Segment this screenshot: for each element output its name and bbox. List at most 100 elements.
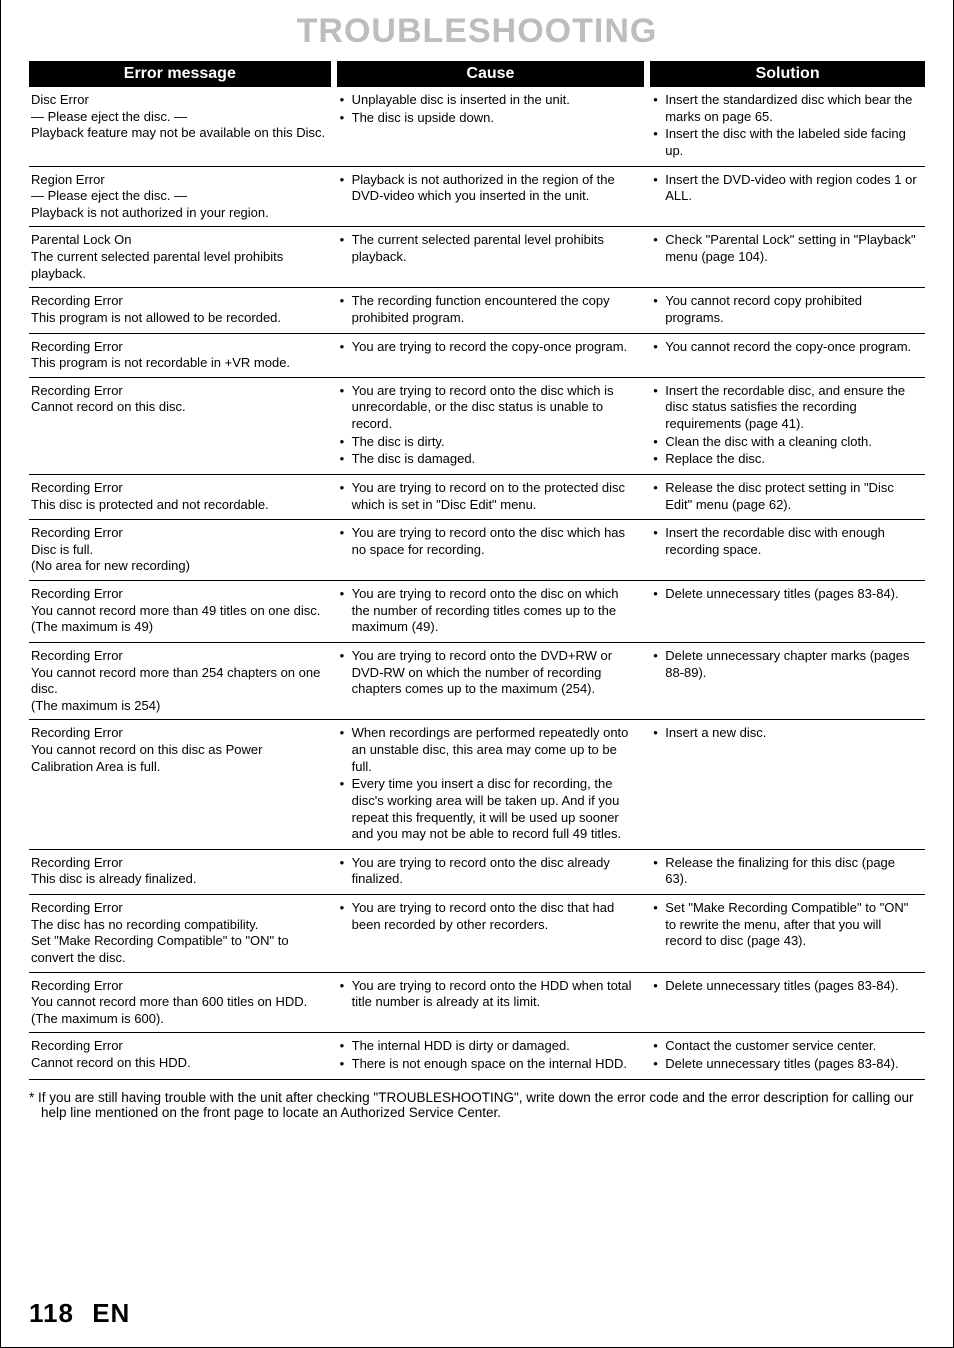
error-line: — Please eject the disc. —: [31, 188, 326, 205]
cause-list: You are trying to record onto the disc o…: [340, 586, 640, 636]
solution-cell: Set "Make Recording Compatible" to "ON" …: [647, 895, 925, 973]
cause-item: You are trying to record onto the disc a…: [340, 855, 640, 888]
cause-cell: The current selected parental level proh…: [334, 227, 648, 288]
cause-item: The disc is dirty.: [340, 434, 640, 451]
error-line: You cannot record more than 254 chapters…: [31, 665, 326, 698]
solution-item: You cannot record copy prohibited progra…: [653, 293, 917, 326]
cause-list: Unplayable disc is inserted in the unit.…: [340, 92, 640, 126]
cause-cell: Playback is not authorized in the region…: [334, 166, 648, 227]
solution-cell: Delete unnecessary titles (pages 83-84).: [647, 972, 925, 1033]
error-line: Disc is full.: [31, 542, 326, 559]
solution-cell: Delete unnecessary chapter marks (pages …: [647, 642, 925, 720]
error-cell: Recording ErrorYou cannot record more th…: [29, 642, 334, 720]
cause-list: The current selected parental level proh…: [340, 232, 640, 265]
solution-cell: Delete unnecessary titles (pages 83-84).: [647, 581, 925, 643]
cause-cell: You are trying to record onto the disc w…: [334, 377, 648, 474]
solution-item: Contact the customer service center.: [653, 1038, 917, 1055]
error-line: The current selected parental level proh…: [31, 249, 326, 282]
error-line: Recording Error: [31, 855, 326, 872]
error-cell: Disc Error— Please eject the disc. —Play…: [29, 87, 334, 166]
error-cell: Parental Lock OnThe current selected par…: [29, 227, 334, 288]
solution-item: Check "Parental Lock" setting in "Playba…: [653, 232, 917, 265]
solution-item: Replace the disc.: [653, 451, 917, 468]
table-row: Recording ErrorYou cannot record more th…: [29, 642, 925, 720]
page-title: TROUBLESHOOTING: [29, 12, 925, 51]
error-line: Recording Error: [31, 900, 326, 917]
error-line: Disc Error: [31, 92, 326, 109]
cause-cell: The internal HDD is dirty or damaged.The…: [334, 1033, 648, 1079]
solution-list: Insert the recordable disc, and ensure t…: [653, 383, 917, 468]
solution-list: Release the disc protect setting in "Dis…: [653, 480, 917, 513]
cause-item: You are trying to record onto the DVD+RW…: [340, 648, 640, 698]
cause-item: Every time you insert a disc for recordi…: [340, 776, 640, 843]
error-line: This disc is protected and not recordabl…: [31, 497, 326, 514]
error-cell: Recording ErrorThe disc has no recording…: [29, 895, 334, 973]
cause-item: The disc is damaged.: [340, 451, 640, 468]
cause-item: You are trying to record onto the HDD wh…: [340, 978, 640, 1011]
solution-item: Insert the DVD-video with region codes 1…: [653, 172, 917, 205]
cause-list: The recording function encountered the c…: [340, 293, 640, 326]
error-cell: Recording ErrorYou cannot record more th…: [29, 581, 334, 643]
cause-item: You are trying to record onto the disc w…: [340, 525, 640, 558]
cause-list: Playback is not authorized in the region…: [340, 172, 640, 205]
cause-list: You are trying to record onto the disc t…: [340, 900, 640, 933]
cause-cell: Unplayable disc is inserted in the unit.…: [334, 87, 648, 166]
error-line: You cannot record on this disc as Power …: [31, 742, 326, 775]
page-footer: 118 EN: [29, 1298, 130, 1329]
error-line: Cannot record on this disc.: [31, 399, 326, 416]
page-number: 118: [29, 1298, 74, 1328]
cause-list: The internal HDD is dirty or damaged.The…: [340, 1038, 640, 1072]
table-header-row: Error message Cause Solution: [29, 61, 925, 87]
cause-list: You are trying to record onto the disc w…: [340, 525, 640, 558]
error-line: Recording Error: [31, 725, 326, 742]
solution-list: Contact the customer service center.Dele…: [653, 1038, 917, 1072]
error-line: Recording Error: [31, 978, 326, 995]
error-line: This program is not recordable in +VR mo…: [31, 355, 326, 372]
error-cell: Recording ErrorThis program is not recor…: [29, 333, 334, 377]
table-row: Disc Error— Please eject the disc. —Play…: [29, 87, 925, 166]
error-cell: Region Error— Please eject the disc. —Pl…: [29, 166, 334, 227]
cause-cell: The recording function encountered the c…: [334, 288, 648, 333]
table-body: Disc Error — Please eject the disc. — Play…: [29, 87, 925, 1079]
error-line: Recording Error: [31, 586, 326, 603]
error-cell: Recording ErrorCannot record on this HDD…: [29, 1033, 334, 1079]
error-line: Parental Lock On: [31, 232, 326, 249]
solution-cell: Insert the standardized disc which bear …: [647, 87, 925, 166]
solution-item: Delete unnecessary titles (pages 83-84).: [653, 978, 917, 995]
troubleshooting-table: Error message Cause Solution Disc Error —…: [29, 61, 925, 1080]
error-line: Recording Error: [31, 525, 326, 542]
cause-item: The current selected parental level proh…: [340, 232, 640, 265]
error-line: Region Error: [31, 172, 326, 189]
error-cell: Recording ErrorYou cannot record more th…: [29, 972, 334, 1033]
solution-cell: Release the finalizing for this disc (pa…: [647, 849, 925, 894]
cause-item: When recordings are performed repeatedly…: [340, 725, 640, 775]
table-row: Recording ErrorYou cannot record more th…: [29, 581, 925, 643]
table-row: Recording ErrorYou cannot record more th…: [29, 972, 925, 1033]
solution-item: Delete unnecessary titles (pages 83-84).: [653, 586, 917, 603]
table-row: Recording ErrorCannot record on this HDD…: [29, 1033, 925, 1079]
solution-item: Delete unnecessary titles (pages 83-84).: [653, 1056, 917, 1073]
solution-list: Delete unnecessary titles (pages 83-84).: [653, 586, 917, 603]
table-row: Recording ErrorDisc is full.(No area for…: [29, 520, 925, 581]
solution-cell: You cannot record copy prohibited progra…: [647, 288, 925, 333]
cause-item: The disc is upside down.: [340, 110, 640, 127]
table-row: Recording ErrorCannot record on this dis…: [29, 377, 925, 474]
error-line: Recording Error: [31, 648, 326, 665]
cause-item: You are trying to record onto the disc t…: [340, 900, 640, 933]
cause-item: The recording function encountered the c…: [340, 293, 640, 326]
solution-list: Release the finalizing for this disc (pa…: [653, 855, 917, 888]
solution-item: Release the disc protect setting in "Dis…: [653, 480, 917, 513]
solution-list: You cannot record copy prohibited progra…: [653, 293, 917, 326]
solution-list: Set "Make Recording Compatible" to "ON" …: [653, 900, 917, 950]
table-row: Parental Lock OnThe current selected par…: [29, 227, 925, 288]
cause-item: Playback is not authorized in the region…: [340, 172, 640, 205]
cause-item: You are trying to record onto the disc o…: [340, 586, 640, 636]
cause-item: Unplayable disc is inserted in the unit.: [340, 92, 640, 109]
header-error: Error message: [29, 61, 334, 87]
header-solution: Solution: [647, 61, 925, 87]
error-line: Recording Error: [31, 480, 326, 497]
solution-cell: Check "Parental Lock" setting in "Playba…: [647, 227, 925, 288]
error-line: (The maximum is 49): [31, 619, 326, 636]
error-line: This program is not allowed to be record…: [31, 310, 326, 327]
solution-list: Insert the standardized disc which bear …: [653, 92, 917, 160]
